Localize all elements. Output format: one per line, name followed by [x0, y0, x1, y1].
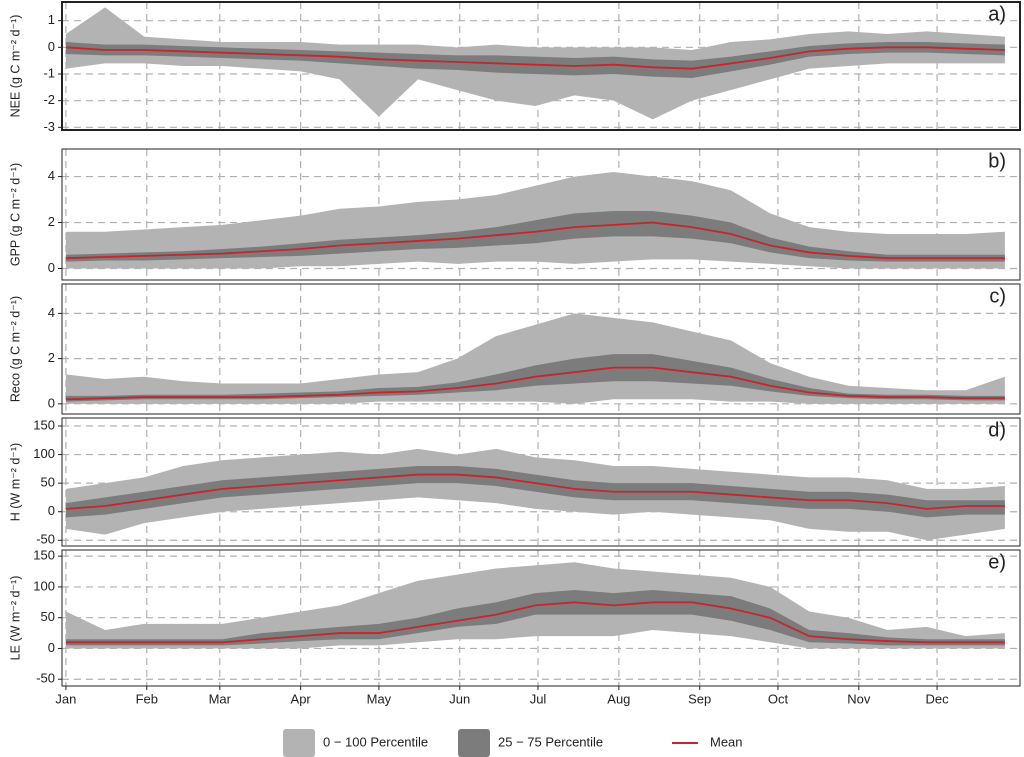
y-tick-label: 100 [33, 446, 55, 461]
y-tick-label: 4 [48, 168, 55, 183]
y-tick-label: 100 [33, 578, 55, 593]
y-axis-title: NEE (g C m⁻² d⁻¹) [8, 15, 22, 118]
x-tick-label: Dec [925, 691, 949, 706]
y-axis-title: LE (W m⁻² d⁻¹) [8, 576, 22, 661]
iqr-band [65, 354, 1005, 402]
y-tick-label: -50 [36, 532, 55, 547]
range-band [65, 448, 1005, 541]
y-tick-label: 150 [33, 417, 55, 432]
x-tick-label: Nov [847, 691, 871, 706]
iqr-band [65, 590, 1005, 646]
x-tick-label: May [367, 691, 392, 706]
panel-label: a) [988, 3, 1006, 25]
mean-line [65, 473, 1005, 510]
x-tick-label: Feb [136, 691, 158, 706]
y-axis-title: GPP (g C m⁻² d⁻¹) [8, 163, 22, 266]
x-tick-label: Sep [688, 691, 711, 706]
panel-label: d) [988, 419, 1006, 441]
y-axis-title: Reco (g C m⁻² d⁻¹) [8, 296, 22, 402]
y-tick-label: 0 [48, 503, 55, 518]
legend-swatch-range [283, 729, 315, 757]
y-tick-label: 0 [48, 39, 55, 54]
legend-label: 25 − 75 Percentile [498, 734, 603, 749]
y-tick-label: 150 [33, 548, 55, 563]
y-tick-label: -1 [43, 65, 55, 80]
x-tick-label: Oct [768, 691, 789, 706]
x-tick-label: Mar [209, 691, 232, 706]
legend-swatch-iqr [458, 729, 490, 757]
mean-line [65, 601, 1005, 644]
panel-frame [61, 283, 1021, 415]
panel-label: c) [989, 285, 1006, 307]
iqr-band [65, 466, 1005, 518]
y-tick-label: 50 [41, 475, 55, 490]
panel-label: e) [988, 551, 1006, 573]
y-axis-title: H (W m⁻² d⁻¹) [8, 443, 22, 521]
y-tick-label: 4 [48, 305, 55, 320]
y-tick-label: -2 [43, 92, 55, 107]
iqr-band [65, 42, 1005, 78]
y-tick-label: 2 [48, 350, 55, 365]
panel-frame [61, 148, 1021, 281]
panel-frame [61, 1, 1021, 131]
x-tick-label: Apr [291, 691, 312, 706]
legend-label: Mean [710, 734, 743, 749]
y-tick-label: 50 [41, 609, 55, 624]
y-tick-label: 1 [48, 12, 55, 27]
panel-label: b) [988, 150, 1006, 172]
legend-label: 0 − 100 Percentile [323, 734, 428, 749]
y-tick-label: 0 [48, 395, 55, 410]
mean-line [65, 221, 1005, 260]
y-tick-label: -50 [36, 671, 55, 686]
panel-frame [61, 417, 1021, 547]
mean-line [65, 366, 1005, 401]
x-tick-label: Jul [530, 691, 547, 706]
y-tick-label: 0 [48, 260, 55, 275]
y-tick-label: 2 [48, 214, 55, 229]
mean-line [65, 46, 1005, 70]
x-tick-label: Aug [607, 691, 630, 706]
y-tick-label: -3 [43, 119, 55, 134]
x-tick-label: Jan [55, 691, 76, 706]
x-tick-label: Jun [449, 691, 470, 706]
y-tick-label: 0 [48, 640, 55, 655]
